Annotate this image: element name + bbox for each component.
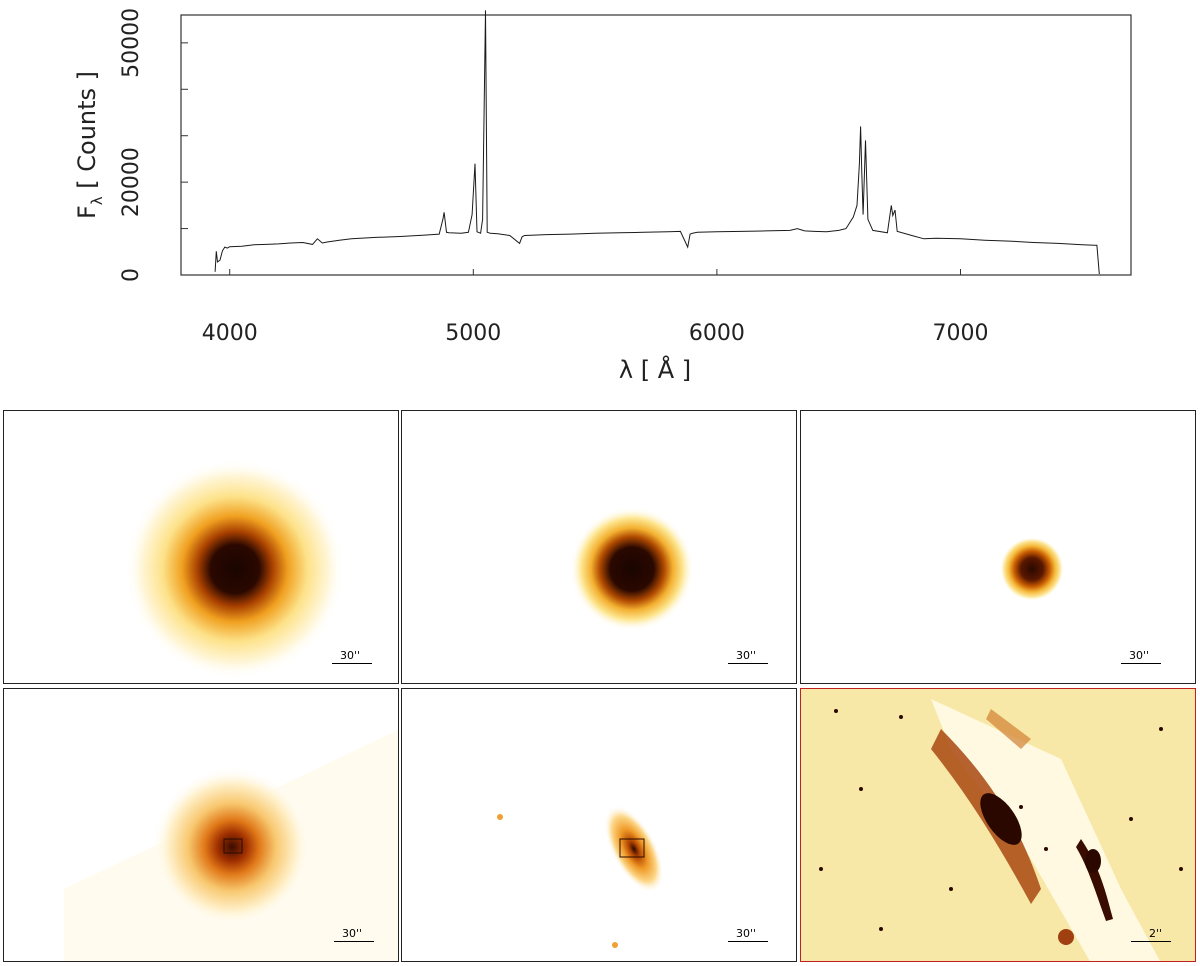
x-tick-label: 7000 bbox=[932, 321, 988, 346]
y-tick-label: 0 bbox=[119, 268, 144, 282]
spectrum-chart: 4000 5000 6000 7000 0 20000 50000 λ [ Å ] Fλ … bbox=[73, 8, 1132, 384]
x-tick-label: 6000 bbox=[689, 321, 745, 346]
source-image-5 bbox=[497, 805, 664, 948]
spectrum-series-line bbox=[214, 10, 1100, 275]
x-axis-ticks: 4000 5000 6000 7000 bbox=[202, 269, 988, 346]
source-image-4 bbox=[64, 729, 398, 961]
y-axis-label: Fλ [ Counts ] bbox=[73, 71, 106, 219]
x-tick-label: 4000 bbox=[202, 321, 258, 346]
image-panel-3: 30'' bbox=[800, 410, 1196, 684]
image-panel-2: 30'' bbox=[401, 410, 797, 684]
plot-frame bbox=[180, 14, 1132, 276]
y-axis-ticks: 0 20000 50000 bbox=[119, 8, 188, 282]
scale-bar-label: 2'' bbox=[1149, 927, 1163, 940]
x-axis-label: λ [ Å ] bbox=[619, 355, 691, 384]
source-image-6 bbox=[801, 689, 1195, 961]
scale-bar-label: 30'' bbox=[736, 649, 757, 662]
zoom-box bbox=[223, 838, 243, 854]
image-panel-5: 30'' bbox=[401, 688, 797, 962]
y-tick-label: 20000 bbox=[119, 147, 144, 217]
y-tick-label: 50000 bbox=[119, 8, 144, 78]
source-image-3 bbox=[1000, 537, 1064, 601]
source-image-1 bbox=[125, 459, 345, 679]
source-image-2 bbox=[570, 507, 694, 631]
image-panel-6: 2'' bbox=[800, 688, 1196, 962]
image-panel-4: 30'' bbox=[3, 688, 399, 962]
x-tick-label: 5000 bbox=[445, 321, 501, 346]
scale-bar-label: 30'' bbox=[340, 649, 361, 662]
scale-bar-label: 30'' bbox=[342, 927, 363, 940]
scale-bar-label: 30'' bbox=[1129, 649, 1150, 662]
image-panel-1: 30'' bbox=[3, 410, 399, 684]
scale-bar-label: 30'' bbox=[736, 927, 757, 940]
zoom-box bbox=[619, 838, 645, 858]
